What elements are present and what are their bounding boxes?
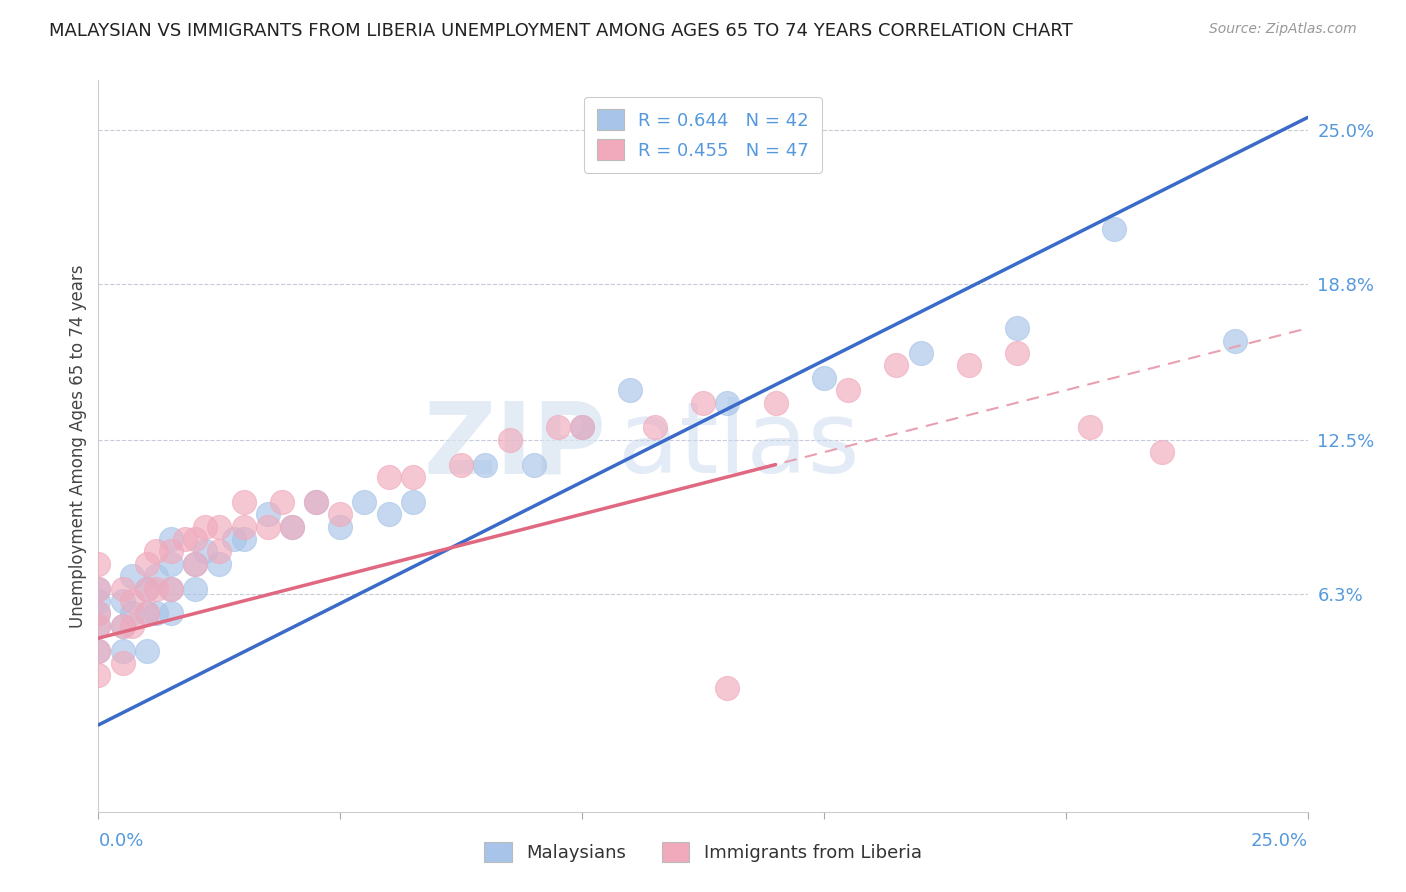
Point — [87, 643, 110, 657]
Text: 0.0%: 0.0% — [98, 831, 143, 849]
Point — [837, 383, 859, 397]
Point — [145, 582, 167, 596]
Point — [160, 557, 183, 571]
Point — [402, 470, 425, 484]
Point — [184, 557, 207, 571]
Point — [716, 681, 738, 695]
Point — [1223, 334, 1246, 348]
Point — [121, 607, 143, 621]
Y-axis label: Unemployment Among Ages 65 to 74 years: Unemployment Among Ages 65 to 74 years — [69, 264, 87, 628]
Point — [145, 607, 167, 621]
Point — [208, 544, 231, 558]
Point — [402, 495, 425, 509]
Point — [87, 619, 110, 633]
Text: MALAYSIAN VS IMMIGRANTS FROM LIBERIA UNEMPLOYMENT AMONG AGES 65 TO 74 YEARS CORR: MALAYSIAN VS IMMIGRANTS FROM LIBERIA UNE… — [49, 22, 1073, 40]
Point — [184, 582, 207, 596]
Point — [281, 519, 304, 533]
Point — [87, 557, 110, 571]
Point — [232, 519, 254, 533]
Point — [498, 433, 520, 447]
Point — [329, 519, 352, 533]
Point — [232, 495, 254, 509]
Point — [692, 395, 714, 409]
Point — [886, 359, 908, 373]
Point — [1007, 321, 1029, 335]
Point — [87, 619, 110, 633]
Point — [813, 371, 835, 385]
Text: atlas: atlas — [619, 398, 860, 494]
Point — [232, 532, 254, 546]
Point — [160, 532, 183, 546]
Point — [145, 569, 167, 583]
Point — [121, 619, 143, 633]
Point — [1078, 420, 1101, 434]
Point — [184, 532, 207, 546]
Point — [474, 458, 496, 472]
Point — [121, 569, 143, 583]
Point — [111, 594, 134, 608]
Point — [160, 544, 183, 558]
Point — [523, 458, 546, 472]
Point — [121, 594, 143, 608]
Point — [353, 495, 375, 509]
Point — [571, 420, 593, 434]
Point — [256, 507, 278, 521]
Point — [957, 359, 980, 373]
Point — [160, 582, 183, 596]
Legend: Malaysians, Immigrants from Liberia: Malaysians, Immigrants from Liberia — [477, 834, 929, 870]
Point — [184, 557, 207, 571]
Point — [1102, 222, 1125, 236]
Point — [87, 594, 110, 608]
Point — [271, 495, 294, 509]
Point — [256, 519, 278, 533]
Point — [644, 420, 666, 434]
Point — [87, 643, 110, 657]
Point — [87, 668, 110, 682]
Point — [222, 532, 245, 546]
Point — [87, 607, 110, 621]
Point — [619, 383, 641, 397]
Text: 25.0%: 25.0% — [1250, 831, 1308, 849]
Point — [87, 607, 110, 621]
Point — [194, 544, 217, 558]
Point — [305, 495, 328, 509]
Point — [571, 420, 593, 434]
Point — [111, 656, 134, 670]
Point — [111, 619, 134, 633]
Point — [377, 470, 399, 484]
Point — [135, 557, 157, 571]
Point — [135, 607, 157, 621]
Point — [160, 582, 183, 596]
Point — [111, 643, 134, 657]
Point — [174, 532, 197, 546]
Point — [208, 519, 231, 533]
Point — [135, 607, 157, 621]
Point — [87, 582, 110, 596]
Point — [547, 420, 569, 434]
Point — [450, 458, 472, 472]
Point — [910, 346, 932, 360]
Point — [281, 519, 304, 533]
Point — [87, 582, 110, 596]
Point — [135, 582, 157, 596]
Point — [111, 582, 134, 596]
Legend: R = 0.644   N = 42, R = 0.455   N = 47: R = 0.644 N = 42, R = 0.455 N = 47 — [585, 96, 821, 173]
Point — [305, 495, 328, 509]
Point — [1152, 445, 1174, 459]
Point — [145, 544, 167, 558]
Point — [160, 607, 183, 621]
Text: ZIP: ZIP — [423, 398, 606, 494]
Point — [329, 507, 352, 521]
Point — [194, 519, 217, 533]
Text: Source: ZipAtlas.com: Source: ZipAtlas.com — [1209, 22, 1357, 37]
Point — [135, 582, 157, 596]
Point — [716, 395, 738, 409]
Point — [377, 507, 399, 521]
Point — [765, 395, 787, 409]
Point — [111, 619, 134, 633]
Point — [135, 643, 157, 657]
Point — [1007, 346, 1029, 360]
Point — [208, 557, 231, 571]
